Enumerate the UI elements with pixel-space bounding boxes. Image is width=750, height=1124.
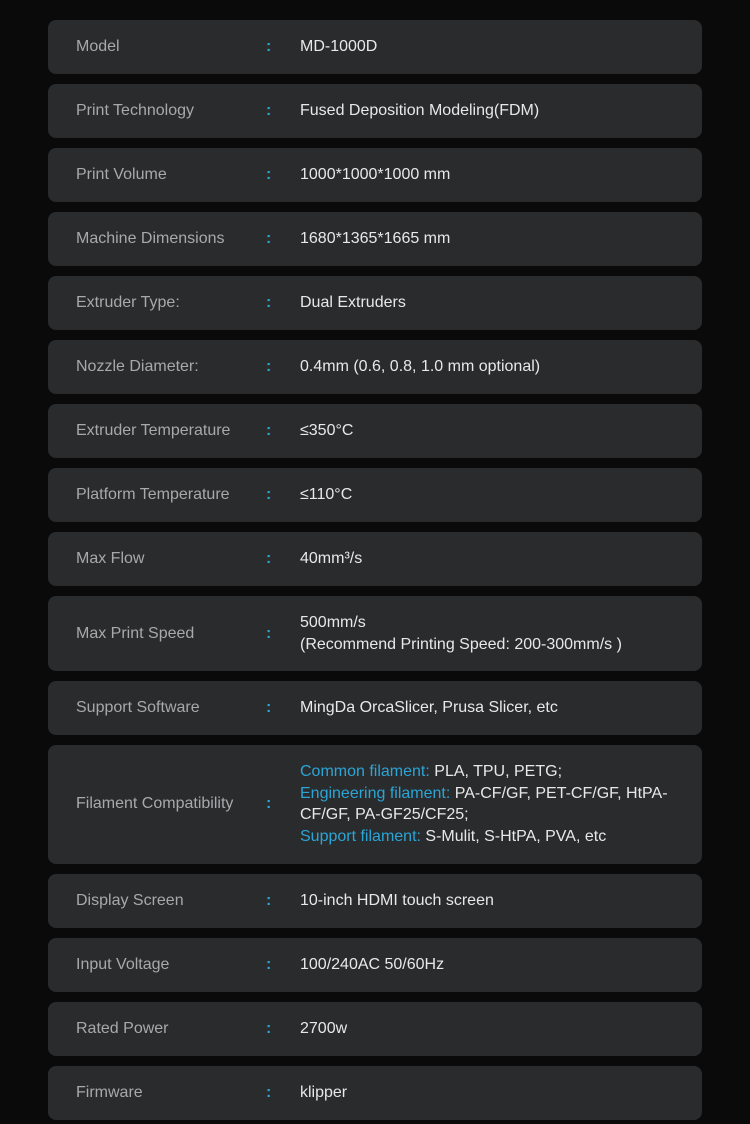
- spec-row-support-software: Support Software : MingDa OrcaSlicer, Pr…: [48, 681, 702, 735]
- spec-label: Extruder Type:: [76, 294, 266, 312]
- colon-separator: :: [266, 1084, 300, 1102]
- spec-row-extruder-type: Extruder Type: : Dual Extruders: [48, 276, 702, 330]
- spec-label: Nozzle Diameter:: [76, 358, 266, 376]
- spec-label: Support Software: [76, 699, 266, 717]
- filament-engineering-label: Engineering filament:: [300, 785, 455, 802]
- spec-row-filament-compatibility: Filament Compatibility : Common filament…: [48, 745, 702, 863]
- filament-support-value: S-Mulit, S-HtPA, PVA, etc: [425, 828, 606, 845]
- colon-separator: :: [266, 102, 300, 120]
- spec-row-firmware: Firmware : klipper: [48, 1066, 702, 1120]
- spec-label: Max Flow: [76, 550, 266, 568]
- spec-row-platform-temperature: Platform Temperature : ≤110°C: [48, 468, 702, 522]
- filament-common-value: PLA, TPU, PETG;: [434, 763, 562, 780]
- colon-separator: :: [266, 230, 300, 248]
- spec-value: MingDa OrcaSlicer, Prusa Slicer, etc: [300, 697, 558, 719]
- spec-label: Firmware: [76, 1084, 266, 1102]
- colon-separator: :: [266, 358, 300, 376]
- spec-value: 40mm³/s: [300, 548, 362, 570]
- filament-support: Support filament: S-Mulit, S-HtPA, PVA, …: [300, 826, 674, 848]
- spec-row-model: Model : MD-1000D: [48, 20, 702, 74]
- colon-separator: :: [266, 625, 300, 643]
- spec-row-input-voltage: Input Voltage : 100/240AC 50/60Hz: [48, 938, 702, 992]
- colon-separator: :: [266, 422, 300, 440]
- spec-value: 1000*1000*1000 mm: [300, 164, 450, 186]
- speed-line2: (Recommend Printing Speed: 200-300mm/s ): [300, 634, 622, 656]
- colon-separator: :: [266, 892, 300, 910]
- colon-separator: :: [266, 795, 300, 813]
- spec-row-extruder-temperature: Extruder Temperature : ≤350°C: [48, 404, 702, 458]
- filament-common-label: Common filament:: [300, 763, 434, 780]
- spec-label: Display Screen: [76, 892, 266, 910]
- spec-row-print-technology: Print Technology : Fused Deposition Mode…: [48, 84, 702, 138]
- spec-label: Extruder Temperature: [76, 422, 266, 440]
- spec-label: Filament Compatibility: [76, 795, 266, 813]
- filament-support-label: Support filament:: [300, 828, 425, 845]
- spec-label: Input Voltage: [76, 956, 266, 974]
- colon-separator: :: [266, 1020, 300, 1038]
- spec-value: ≤110°C: [300, 484, 352, 506]
- spec-row-display-screen: Display Screen : 10-inch HDMI touch scre…: [48, 874, 702, 928]
- spec-value: 500mm/s (Recommend Printing Speed: 200-3…: [300, 612, 622, 655]
- spec-value: Fused Deposition Modeling(FDM): [300, 100, 539, 122]
- spec-label: Print Volume: [76, 166, 266, 184]
- colon-separator: :: [266, 699, 300, 717]
- spec-row-print-volume: Print Volume : 1000*1000*1000 mm: [48, 148, 702, 202]
- spec-value: 2700w: [300, 1018, 347, 1040]
- colon-separator: :: [266, 486, 300, 504]
- spec-row-machine-dimensions: Machine Dimensions : 1680*1365*1665 mm: [48, 212, 702, 266]
- spec-label: Model: [76, 38, 266, 56]
- colon-separator: :: [266, 956, 300, 974]
- spec-value: 10-inch HDMI touch screen: [300, 890, 494, 912]
- spec-value: Dual Extruders: [300, 292, 406, 314]
- spec-value: 1680*1365*1665 mm: [300, 228, 450, 250]
- spec-row-nozzle-diameter: Nozzle Diameter: : 0.4mm (0.6, 0.8, 1.0 …: [48, 340, 702, 394]
- spec-label: Max Print Speed: [76, 625, 266, 643]
- spec-label: Machine Dimensions: [76, 230, 266, 248]
- spec-value: klipper: [300, 1082, 347, 1104]
- colon-separator: :: [266, 166, 300, 184]
- spec-label: Platform Temperature: [76, 486, 266, 504]
- filament-engineering: Engineering filament: PA-CF/GF, PET-CF/G…: [300, 783, 674, 826]
- spec-label: Rated Power: [76, 1020, 266, 1038]
- spec-value: MD-1000D: [300, 36, 377, 58]
- spec-label: Print Technology: [76, 102, 266, 120]
- spec-row-rated-power: Rated Power : 2700w: [48, 1002, 702, 1056]
- filament-common: Common filament: PLA, TPU, PETG;: [300, 761, 674, 783]
- spec-value: ≤350°C: [300, 420, 353, 442]
- spec-value: Common filament: PLA, TPU, PETG; Enginee…: [300, 761, 674, 847]
- spec-value: 0.4mm (0.6, 0.8, 1.0 mm optional): [300, 356, 540, 378]
- spec-row-max-flow: Max Flow : 40mm³/s: [48, 532, 702, 586]
- colon-separator: :: [266, 294, 300, 312]
- colon-separator: :: [266, 550, 300, 568]
- speed-line1: 500mm/s: [300, 612, 622, 634]
- spec-row-max-print-speed: Max Print Speed : 500mm/s (Recommend Pri…: [48, 596, 702, 671]
- colon-separator: :: [266, 38, 300, 56]
- spec-value: 100/240AC 50/60Hz: [300, 954, 444, 976]
